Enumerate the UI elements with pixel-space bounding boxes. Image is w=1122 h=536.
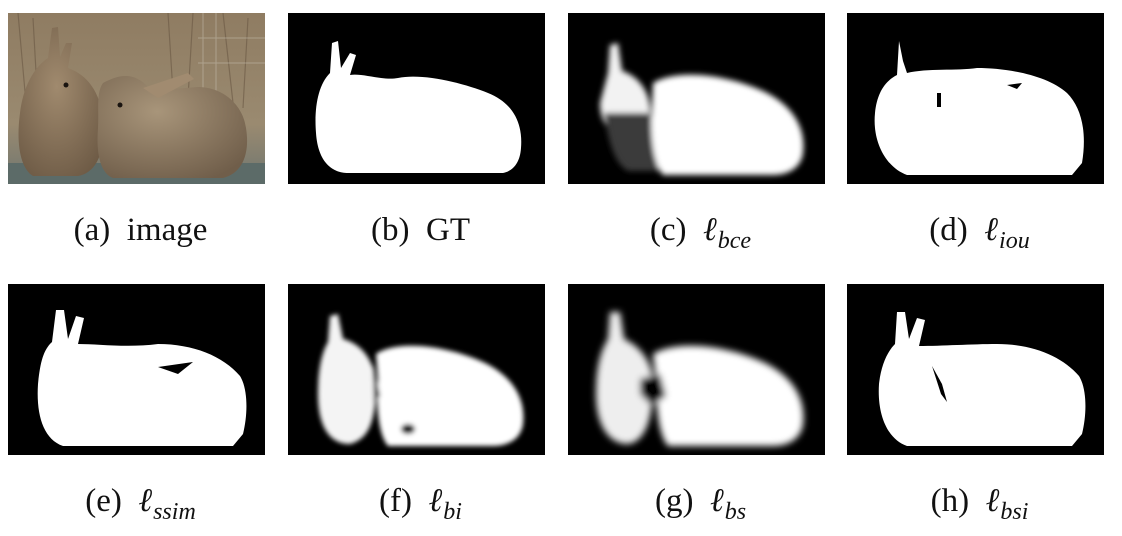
caption-name: GT bbox=[425, 212, 470, 248]
caption-d: (d) ℓiou bbox=[851, 210, 1108, 261]
loss-subscript: bi bbox=[443, 499, 462, 525]
caption-b: (b) GT bbox=[292, 210, 549, 250]
caption-letter: (f) bbox=[379, 483, 413, 519]
caption-g: (g) ℓbs bbox=[572, 481, 829, 532]
gt-mask bbox=[288, 13, 545, 184]
loss-symbol: ℓ bbox=[138, 483, 153, 519]
bsi-mask bbox=[847, 284, 1104, 455]
loss-subscript: bsi bbox=[1000, 499, 1029, 525]
loss-subscript: ssim bbox=[153, 499, 196, 525]
loss-symbol: ℓ bbox=[984, 212, 999, 248]
caption-h: (h) ℓbsi bbox=[851, 481, 1108, 532]
loss-subscript: iou bbox=[999, 228, 1030, 254]
bs-mask bbox=[568, 284, 825, 455]
panel-gt bbox=[288, 13, 545, 184]
panel-ssim bbox=[8, 284, 265, 455]
loss-subscript: bs bbox=[724, 499, 747, 525]
caption-letter: (c) bbox=[649, 212, 687, 248]
bce-mask bbox=[568, 13, 825, 184]
panel-bce bbox=[568, 13, 825, 184]
caption-letter: (h) bbox=[930, 483, 970, 519]
panel-bi bbox=[288, 284, 545, 455]
caption-letter: (g) bbox=[654, 483, 694, 519]
panel-image bbox=[8, 13, 265, 184]
panel-iou bbox=[847, 13, 1104, 184]
caption-e: (e) ℓssim bbox=[12, 481, 269, 532]
panel-bs bbox=[568, 284, 825, 455]
loss-symbol: ℓ bbox=[428, 483, 443, 519]
caption-name: image bbox=[126, 212, 208, 248]
rabbit-photo bbox=[8, 13, 265, 184]
caption-letter: (d) bbox=[929, 212, 968, 248]
iou-mask bbox=[847, 13, 1104, 184]
caption-letter: (b) bbox=[371, 212, 410, 248]
loss-subscript: bce bbox=[717, 228, 752, 254]
caption-c: (c) ℓbce bbox=[572, 210, 829, 261]
caption-letter: (e) bbox=[85, 483, 122, 519]
loss-symbol: ℓ bbox=[709, 483, 724, 519]
bi-mask bbox=[288, 284, 545, 455]
caption-letter: (a) bbox=[73, 212, 111, 248]
loss-symbol: ℓ bbox=[703, 212, 717, 248]
loss-symbol: ℓ bbox=[985, 483, 1000, 519]
ssim-mask bbox=[8, 284, 265, 455]
caption-a: (a) image bbox=[12, 210, 269, 250]
panel-bsi bbox=[847, 284, 1104, 455]
caption-f: (f) ℓbi bbox=[292, 481, 549, 532]
